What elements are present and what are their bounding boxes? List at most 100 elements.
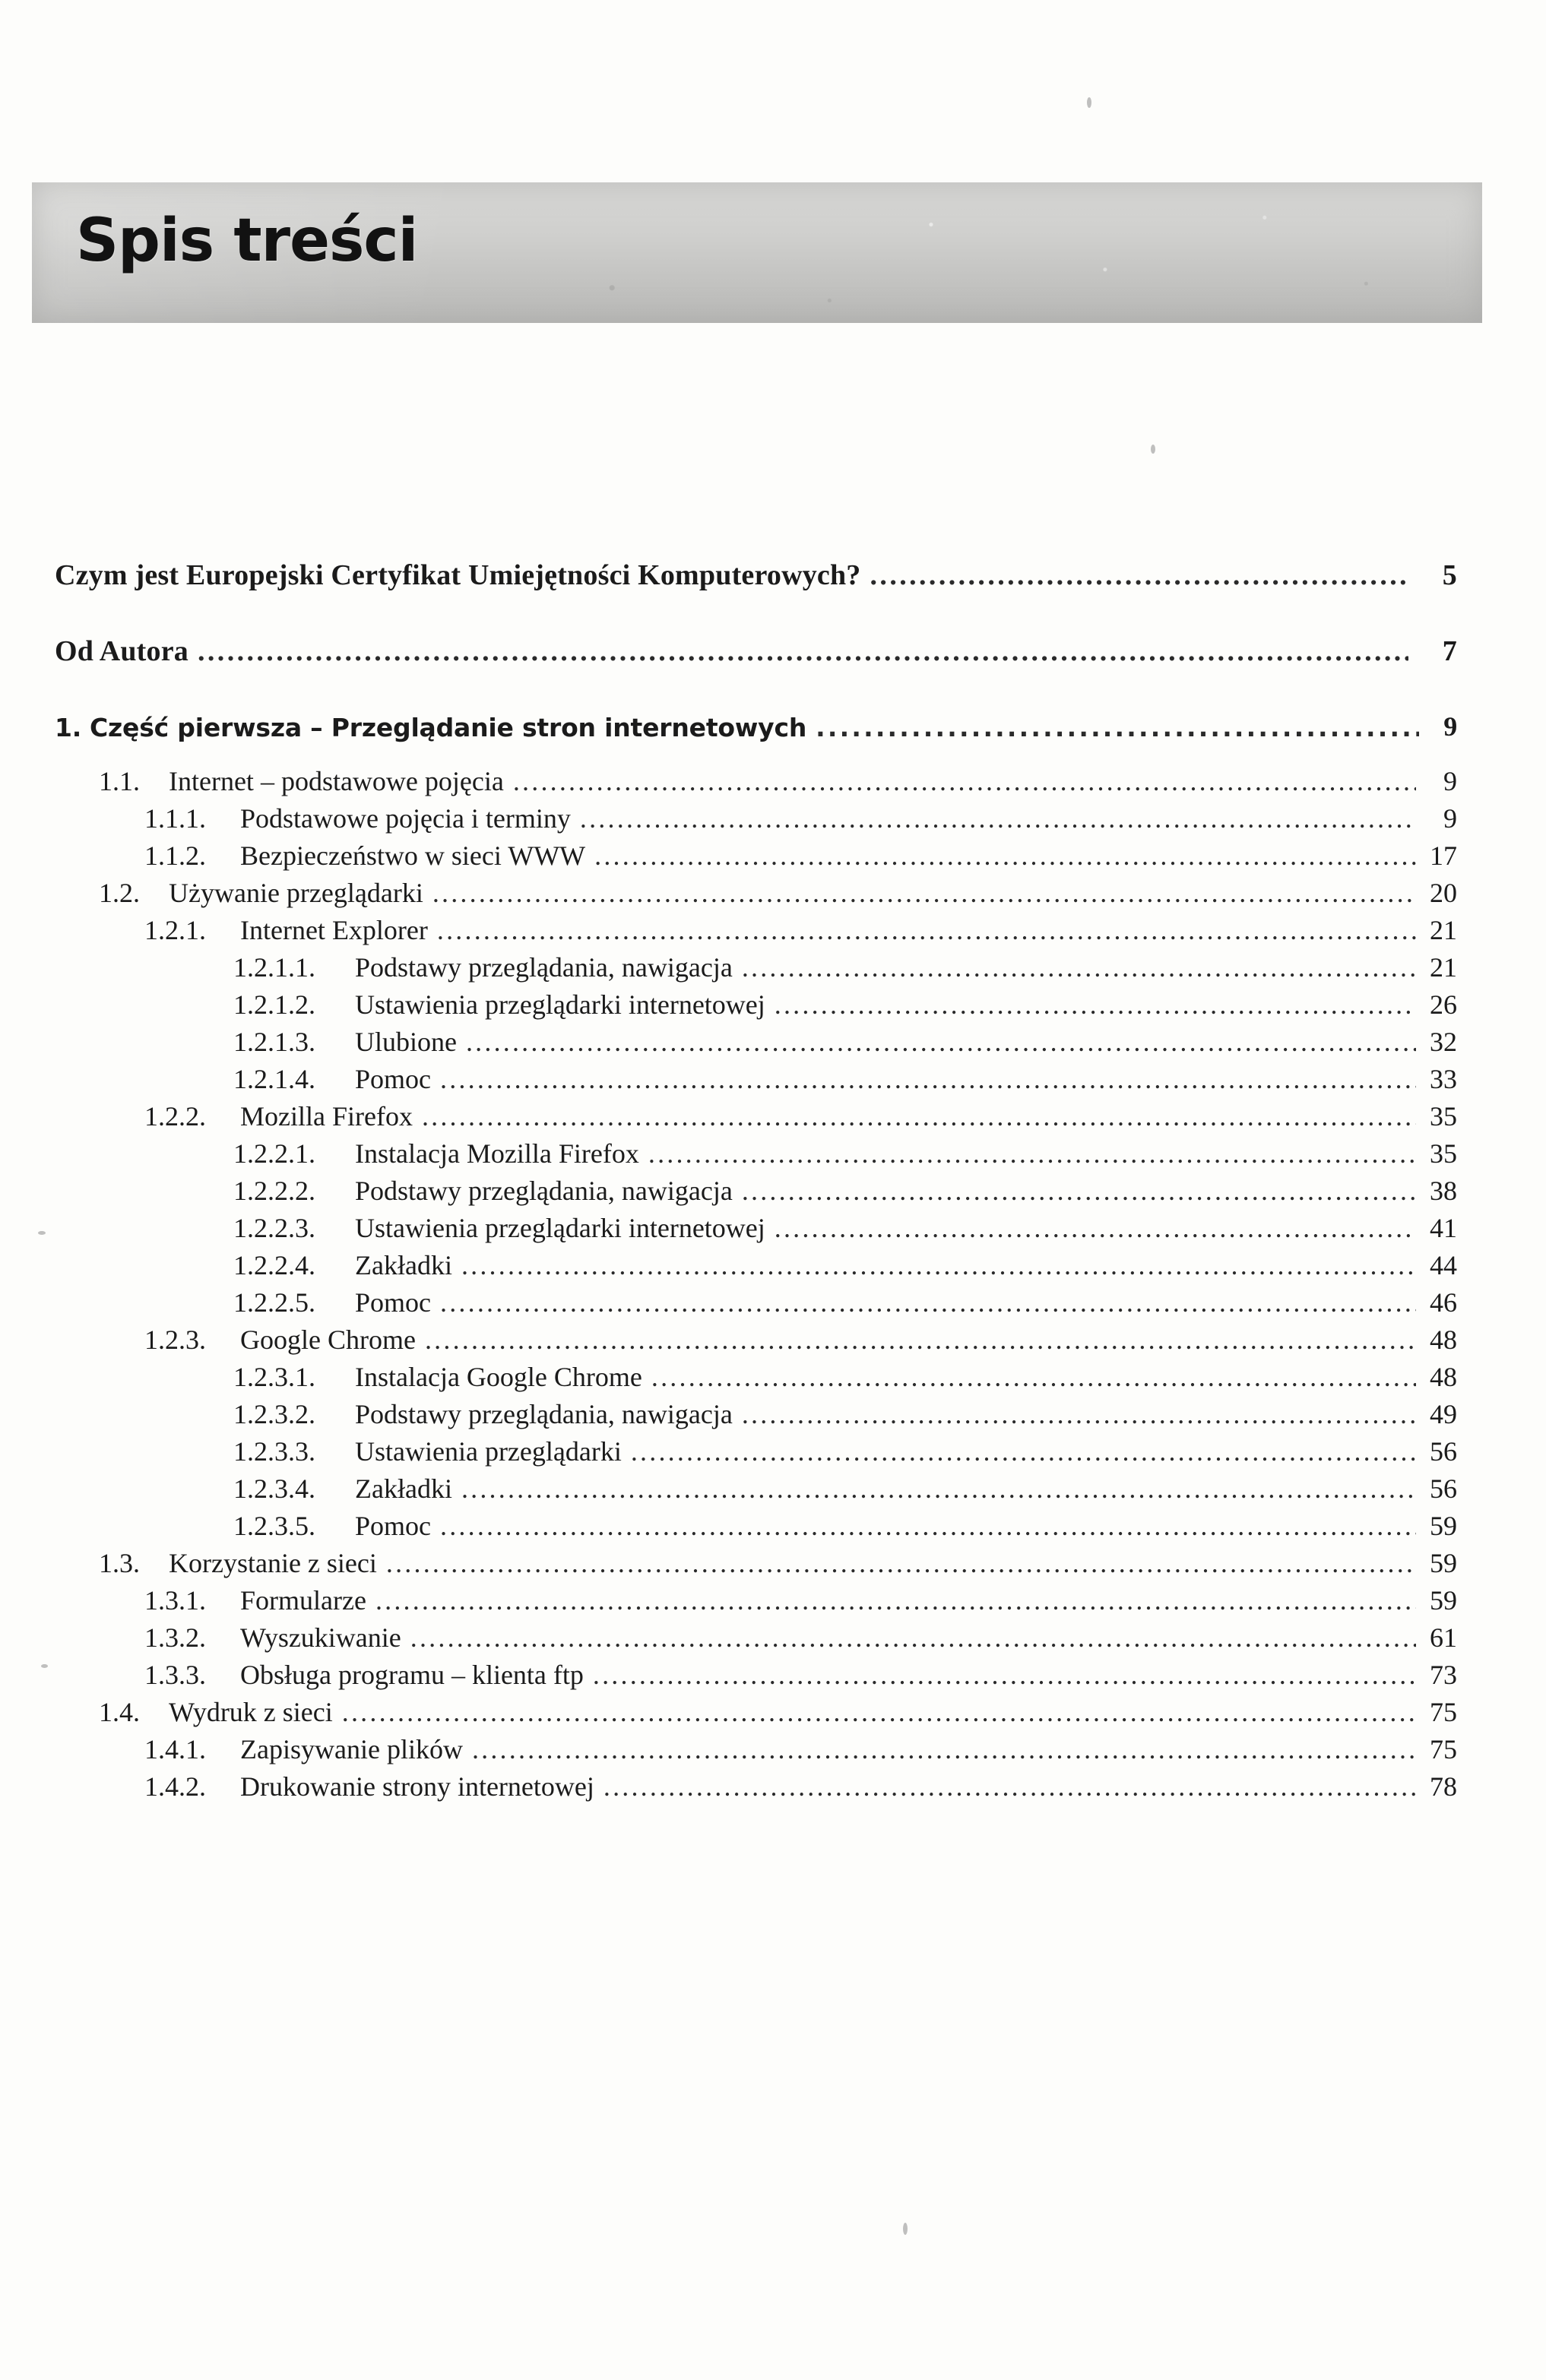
toc-entry-text: Mozilla Firefox bbox=[240, 1101, 413, 1131]
toc-entry-page: 75 bbox=[1430, 1697, 1457, 1727]
toc-entry-page: 59 bbox=[1430, 1511, 1457, 1541]
page-title: Spis treści bbox=[76, 207, 418, 275]
leader-dots bbox=[375, 1589, 1416, 1616]
toc-entry-text: Google Chrome bbox=[240, 1325, 416, 1355]
toc-entry-text: Ustawienia przeglądarki internetowej bbox=[355, 989, 765, 1020]
toc-entry-front-matter[interactable]: Czym jest Europejski Certyfikat Umiejętn… bbox=[55, 559, 1457, 592]
toc-entry-text: Korzystanie z sieci bbox=[169, 1548, 377, 1578]
toc-entry-page: 41 bbox=[1430, 1213, 1457, 1243]
toc-entry-number: 1.4. bbox=[99, 1697, 140, 1727]
toc-entry-text: Internet – podstawowe pojęcia bbox=[169, 766, 504, 796]
toc-entry-page: 26 bbox=[1430, 989, 1457, 1020]
toc-entry-number: 1.4.2. bbox=[144, 1771, 206, 1802]
toc-entry-page: 35 bbox=[1430, 1101, 1457, 1131]
toc-entry-1-2-2[interactable]: 1.2.2. Mozilla Firefox 35 bbox=[144, 1100, 1457, 1132]
toc-entry-1-2-2-5[interactable]: 1.2.2.5. Pomoc 46 bbox=[233, 1287, 1457, 1318]
toc-entry-1-1-2[interactable]: 1.1.2. Bezpieczeństwo w sieci WWW 17 bbox=[144, 840, 1457, 872]
toc-entry-label: 1.2.1.4. Pomoc bbox=[233, 1063, 431, 1095]
toc-entry-label: 1.2.1.1. Podstawy przeglądania, nawigacja bbox=[233, 951, 733, 983]
toc-entry-label: 1.3.2. Wyszukiwanie bbox=[144, 1622, 401, 1654]
toc-entry-page: 9 bbox=[1443, 766, 1457, 796]
toc-entry-1-2-3-3[interactable]: 1.2.3.3. Ustawienia przeglądarki 56 bbox=[233, 1435, 1457, 1467]
toc-entry-number: 1.2. bbox=[99, 878, 140, 908]
toc-entry-1-2-2-2[interactable]: 1.2.2.2. Podstawy przeglądania, nawigacja… bbox=[233, 1175, 1457, 1207]
scan-speck bbox=[1087, 97, 1091, 108]
toc-entry-1-3-1[interactable]: 1.3.1. Formularze 59 bbox=[144, 1584, 1457, 1616]
toc-entry-label: 1.2.1.2. Ustawienia przeglądarki internet… bbox=[233, 989, 765, 1021]
toc-entry-text: Obsługa programu – klienta ftp bbox=[240, 1660, 584, 1690]
scan-speck bbox=[41, 1664, 48, 1668]
leader-dots bbox=[440, 1068, 1416, 1095]
toc-entry-1-3[interactable]: 1.3. Korzystanie z sieci 59 bbox=[99, 1547, 1457, 1579]
toc-entry-front-matter[interactable]: Od Autora 7 bbox=[55, 635, 1457, 668]
toc-entry-page: 44 bbox=[1430, 1250, 1457, 1280]
toc-entry-1-2-3-1[interactable]: 1.2.3.1. Instalacja Google Chrome 48 bbox=[233, 1361, 1457, 1393]
toc-entry-label: 1.2.3.4. Zakładki bbox=[233, 1473, 452, 1505]
leader-dots bbox=[593, 1663, 1416, 1691]
toc-entry-1-4[interactable]: 1.4. Wydruk z sieci 75 bbox=[99, 1696, 1457, 1728]
toc-entry-text: Wyszukiwanie bbox=[240, 1622, 401, 1653]
toc-entry-text: Pomoc bbox=[355, 1287, 432, 1318]
toc-entry-1-3-3[interactable]: 1.3.3. Obsługa programu – klienta ftp 73 bbox=[144, 1659, 1457, 1691]
leader-dots bbox=[742, 1179, 1416, 1207]
toc-entry-label: 1.2.3.1. Instalacja Google Chrome bbox=[233, 1361, 642, 1393]
toc-entry-1-4-1[interactable]: 1.4.1. Zapisywanie plików 75 bbox=[144, 1733, 1457, 1765]
leader-dots bbox=[198, 639, 1408, 668]
toc-entry-1-1[interactable]: 1.1. Internet – podstawowe pojęcia 9 bbox=[99, 765, 1457, 797]
toc-entry-1-2-1[interactable]: 1.2.1. Internet Explorer 21 bbox=[144, 914, 1457, 946]
toc-entry-1-2-3-5[interactable]: 1.2.3.5. Pomoc 59 bbox=[233, 1510, 1457, 1542]
toc-entry-label: 1.2.1.3. Ulubione bbox=[233, 1026, 457, 1058]
toc-entry-1-2-2-1[interactable]: 1.2.2.1. Instalacja Mozilla Firefox 35 bbox=[233, 1138, 1457, 1169]
toc-entry-1-2-1-3[interactable]: 1.2.1.3. Ulubione 32 bbox=[233, 1026, 1457, 1058]
toc-entry-number: 1.2.1.1. bbox=[233, 952, 315, 983]
toc-entry-1-2-1-2[interactable]: 1.2.1.2. Ustawienia przeglądarki internet… bbox=[233, 989, 1457, 1021]
leader-dots bbox=[461, 1254, 1416, 1281]
toc-entry-page: 17 bbox=[1430, 840, 1457, 871]
toc-entry-label: 1.1. Internet – podstawowe pojęcia bbox=[99, 765, 504, 797]
toc-entry-text: Podstawowe pojęcia i terminy bbox=[240, 803, 571, 834]
toc-entry-1-2-2-4[interactable]: 1.2.2.4. Zakładki 44 bbox=[233, 1249, 1457, 1281]
toc-entry-1-2[interactable]: 1.2. Używanie przeglądarki 20 bbox=[99, 877, 1457, 909]
toc-entry-page: 9 bbox=[1443, 803, 1457, 834]
toc-entry-page: 78 bbox=[1430, 1771, 1457, 1802]
toc-entry-number: 1.2.2.5. bbox=[233, 1287, 315, 1318]
toc-entry-1-2-3-2[interactable]: 1.2.3.2. Podstawy przeglądania, nawigacja… bbox=[233, 1398, 1457, 1430]
toc-entry-text: Drukowanie strony internetowej bbox=[240, 1771, 594, 1802]
toc-entry-page: 56 bbox=[1430, 1436, 1457, 1467]
leader-dots bbox=[440, 1514, 1416, 1542]
toc-entry-page: 5 bbox=[1442, 559, 1457, 591]
toc-entry-1-1-1[interactable]: 1.1.1. Podstawowe pojęcia i terminy 9 bbox=[144, 802, 1457, 834]
toc-entry-label: 1. Część pierwsza – Przeglądanie stron in… bbox=[55, 713, 806, 742]
toc-entry-text: Pomoc bbox=[355, 1064, 432, 1094]
toc-entry-text: Zapisywanie plików bbox=[240, 1734, 463, 1764]
toc-entry-label: 1.1.2. Bezpieczeństwo w sieci WWW bbox=[144, 840, 585, 872]
toc-entry-1-4-2[interactable]: 1.4.2. Drukowanie strony internetowej 78 bbox=[144, 1771, 1457, 1802]
toc-entry-chapter-1[interactable]: 1. Część pierwsza – Przeglądanie stron in… bbox=[55, 711, 1457, 742]
toc-entry-1-2-1-1[interactable]: 1.2.1.1. Podstawy przeglądania, nawigacja… bbox=[233, 951, 1457, 983]
scan-speck bbox=[903, 2223, 908, 2235]
toc-entry-label: Czym jest Europejski Certyfikat Umiejętn… bbox=[55, 559, 861, 591]
toc-entry-label: Od Autora bbox=[55, 635, 188, 667]
toc-entry-number: 1.2.2.3. bbox=[233, 1213, 315, 1243]
toc-entry-1-2-3[interactable]: 1.2.3. Google Chrome 48 bbox=[144, 1324, 1457, 1356]
toc-entry-1-2-2-3[interactable]: 1.2.2.3. Ustawienia przeglądarki internet… bbox=[233, 1212, 1457, 1244]
toc-entry-text: Podstawy przeglądania, nawigacja bbox=[355, 952, 733, 983]
toc-entry-label: 1.4.2. Drukowanie strony internetowej bbox=[144, 1771, 594, 1802]
toc-entry-1-3-2[interactable]: 1.3.2. Wyszukiwanie 61 bbox=[144, 1622, 1457, 1654]
leader-dots bbox=[775, 1217, 1416, 1244]
toc-entry-page: 32 bbox=[1430, 1027, 1457, 1057]
toc-entry-number: 1.2.2.4. bbox=[233, 1250, 315, 1280]
toc-entry-label: 1.3. Korzystanie z sieci bbox=[99, 1547, 377, 1579]
leader-dots bbox=[651, 1366, 1416, 1393]
toc-entry-text: Zakładki bbox=[355, 1473, 452, 1504]
leader-dots bbox=[580, 807, 1416, 834]
leader-dots bbox=[410, 1626, 1416, 1654]
leader-dots bbox=[461, 1477, 1416, 1505]
toc-entry-number: 1.2.1. bbox=[144, 915, 206, 945]
toc-entry-number: 1.2.3.4. bbox=[233, 1473, 315, 1504]
toc-entry-1-2-3-4[interactable]: 1.2.3.4. Zakładki 56 bbox=[233, 1473, 1457, 1505]
toc-entry-page: 35 bbox=[1430, 1138, 1457, 1169]
toc-entry-number: 1.1.1. bbox=[144, 803, 206, 834]
toc-entry-number: 1.3. bbox=[99, 1548, 140, 1578]
toc-entry-1-2-1-4[interactable]: 1.2.1.4. Pomoc 33 bbox=[233, 1063, 1457, 1095]
